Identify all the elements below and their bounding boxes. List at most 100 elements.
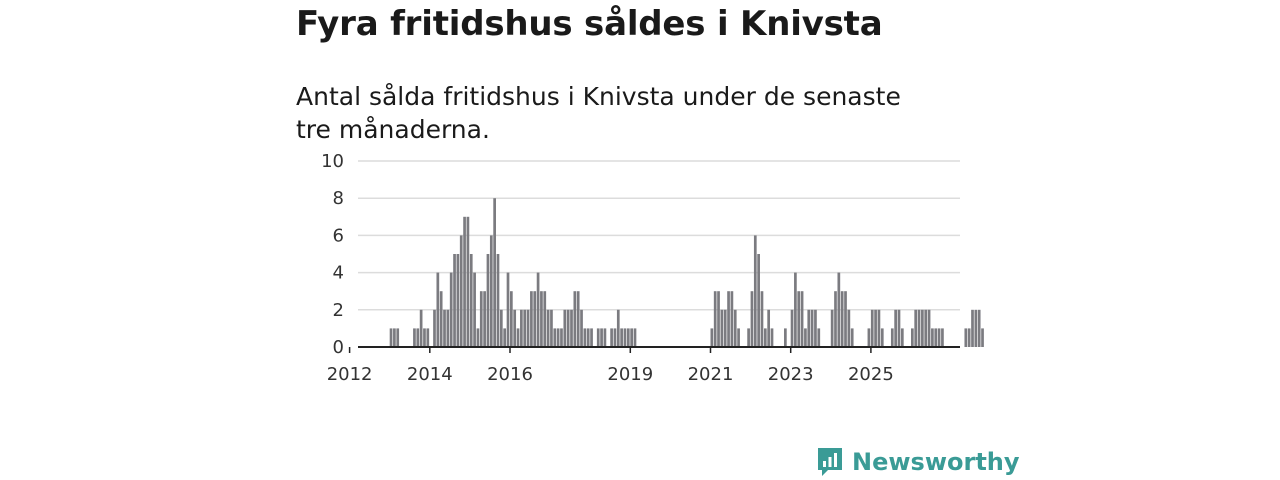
y-tick-label: 6 [333,225,344,246]
bar [900,328,904,347]
bar [530,291,533,347]
y-tick-label: 10 [321,151,344,172]
bar [840,291,844,347]
bar [566,309,570,347]
bar [921,309,924,347]
bar [897,309,901,347]
bar [620,328,623,347]
newsworthy-logo: Newsworthy [816,446,1020,478]
bar [510,291,513,347]
bar [486,254,490,347]
bar [870,309,874,347]
y-tick-label: 8 [333,188,344,209]
bar [516,328,520,347]
bar [807,309,811,347]
bar [553,328,557,347]
bar [389,328,393,347]
bar [837,272,841,347]
bar [834,291,837,347]
bar [733,309,737,347]
bar [790,309,794,347]
bar [757,254,760,347]
bar [540,291,543,347]
bar [633,328,637,347]
bar [416,328,420,347]
bar [459,235,463,347]
bar [967,328,971,347]
bar [797,291,801,347]
bar [737,328,740,347]
bar [423,328,426,347]
bar [466,216,470,347]
bar [894,309,897,347]
bar [600,328,603,347]
bar [489,235,493,347]
bar-chart-logo-icon [818,448,842,476]
bar [536,272,540,347]
bar [874,309,877,347]
bar [934,328,938,347]
bar [463,216,466,347]
bar [533,291,537,347]
bar-chart: 024681042012201420162019202120232025 [321,151,984,385]
bar [784,328,787,347]
bar [426,328,430,347]
bar [476,328,480,347]
bar [576,291,580,347]
bar [830,309,834,347]
bar [770,328,774,347]
bar [513,309,517,347]
bar [917,309,921,347]
bar [543,291,547,347]
bar [927,309,931,347]
x-tick-label: 2019 [607,364,653,385]
bar [580,309,583,347]
bar [626,328,630,347]
bar [583,328,587,347]
y-tick-label: 0 [333,337,344,358]
bar [413,328,416,347]
bar [433,309,436,347]
bar [717,291,720,347]
bar [844,291,847,347]
bar [439,291,443,347]
bar [393,328,396,347]
bar [506,272,510,347]
bar [563,309,567,347]
bar [880,328,884,347]
chart-title: Fyra fritidshus såldes i Knivsta [296,4,883,44]
bar [753,235,757,347]
bar [981,328,984,347]
bar [630,328,633,347]
bar [436,272,440,347]
bar [760,291,764,347]
bar [931,328,934,347]
bar [804,328,807,347]
bar [590,328,593,347]
bar [570,309,573,347]
bar [971,309,974,347]
bar [479,291,483,347]
bar [767,309,771,347]
bar [573,291,577,347]
bar [446,309,450,347]
bar [526,309,530,347]
bar [850,328,854,347]
bar [810,309,814,347]
bar [616,309,620,347]
x-tick-label: 2014 [407,364,453,385]
bar [941,328,944,347]
bar [623,328,627,347]
bar [556,328,560,347]
bar [890,328,894,347]
bar [730,291,734,347]
chart-card: Fyra fritidshus såldes i Knivsta Antal s… [296,0,1020,480]
bar [449,272,453,347]
bar [613,328,617,347]
bar [867,328,871,347]
x-tick-label: 2012 [327,364,373,385]
bar [456,254,460,347]
x-tick-label: 2025 [848,364,894,385]
bar [396,328,400,347]
x-tick-label: 2016 [487,364,533,385]
